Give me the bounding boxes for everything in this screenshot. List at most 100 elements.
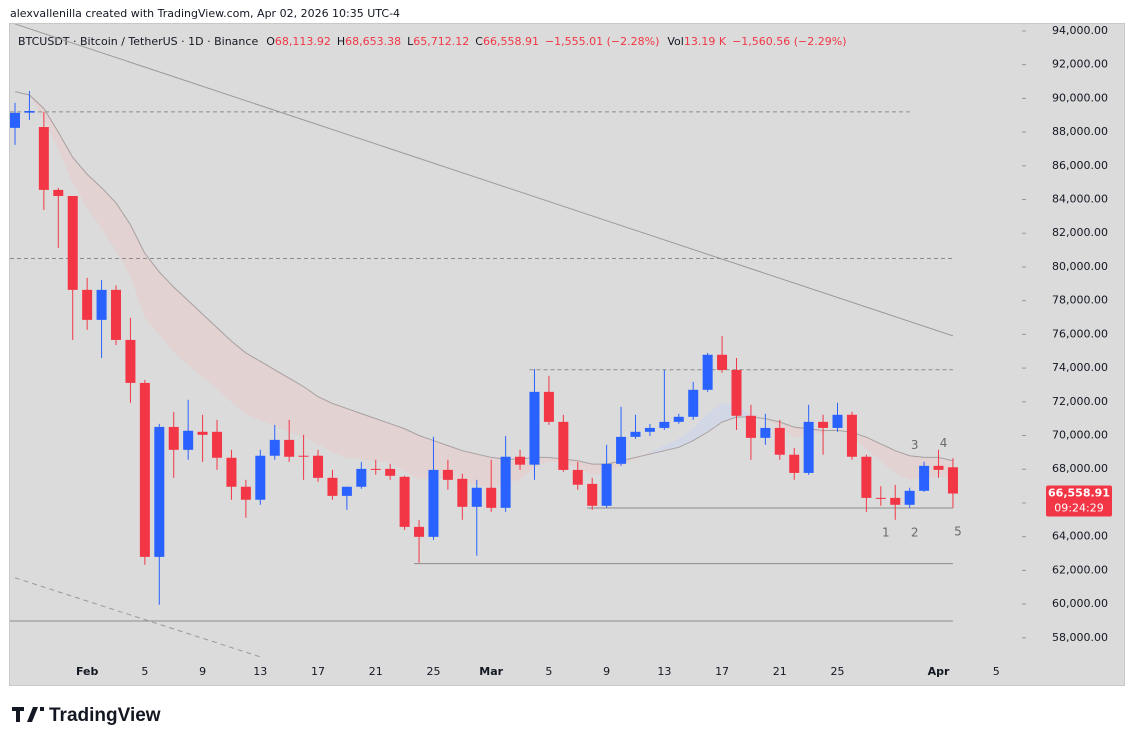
candle-body [240, 486, 251, 500]
band-segment [274, 369, 290, 433]
price-label: 66,558.91 [1048, 487, 1110, 500]
y-tick-label: 74,000.00 [1052, 361, 1108, 374]
y-tick-label: 58,000.00 [1052, 631, 1108, 644]
candle-body [731, 369, 742, 416]
countdown: 09:24:29 [1054, 502, 1103, 515]
candle-body [313, 455, 324, 478]
band-segment [245, 352, 261, 421]
y-tick-label: 60,000.00 [1052, 597, 1108, 610]
legend: BTCUSDT · Bitcoin / TetherUS · 1D · Bina… [18, 35, 847, 48]
candle-body [919, 465, 930, 491]
candle-body [904, 490, 915, 505]
candle-body [558, 421, 569, 470]
candle-body [24, 111, 35, 113]
y-tick-label: 94,000.00 [1052, 24, 1108, 37]
candle-body [457, 478, 468, 507]
volume: 13.19 K [684, 35, 727, 48]
candle-body [284, 439, 295, 457]
logo: TradingView [12, 705, 161, 726]
x-tick-label: Apr [928, 665, 950, 678]
x-tick-label: 9 [603, 665, 610, 678]
candle-body [370, 468, 381, 470]
ohlc-value: 65,712.12 [413, 35, 469, 48]
candle-body [255, 455, 266, 500]
candle-body [688, 389, 699, 417]
wave-label: 2 [911, 525, 919, 539]
candle-body [947, 467, 958, 494]
band-segment [346, 408, 362, 460]
band-segment [260, 360, 275, 426]
band-segment [317, 396, 333, 453]
trendline [14, 577, 261, 658]
candle-body [486, 487, 497, 508]
candle-body [890, 497, 901, 505]
candle-body [139, 382, 150, 557]
candle-body [154, 426, 165, 557]
price-label-box [1046, 485, 1112, 517]
y-tick-label: 68,000.00 [1052, 462, 1108, 475]
y-tick-label: 80,000.00 [1052, 260, 1108, 273]
candle-body [82, 289, 93, 320]
candle-body [745, 415, 756, 438]
ohlc-value: 68,113.92 [275, 35, 331, 48]
y-tick-label: 70,000.00 [1052, 429, 1108, 442]
y-tick-label: 92,000.00 [1052, 58, 1108, 71]
candle-body [572, 469, 583, 485]
candle-body [298, 455, 309, 457]
candle-body [442, 469, 453, 480]
candle-body [616, 436, 627, 464]
candle-body [356, 468, 367, 487]
candle-body [125, 339, 136, 383]
candle-body [673, 416, 684, 422]
candle-body [96, 289, 107, 320]
candle-body [543, 391, 554, 422]
y-tick-label: 64,000.00 [1052, 530, 1108, 543]
candle-body [659, 421, 670, 428]
x-tick-label: 21 [773, 665, 787, 678]
change: −1,555.01 (−2.28%) [545, 35, 659, 48]
y-tick-label: 78,000.00 [1052, 294, 1108, 307]
candle-body [111, 289, 122, 340]
band-segment [361, 413, 376, 462]
y-tick-label: 76,000.00 [1052, 327, 1108, 340]
credit: alexvallenilla created with TradingView.… [10, 7, 400, 20]
candle-body [168, 426, 179, 450]
trendline [14, 24, 954, 337]
ohlc-key: H [337, 35, 345, 48]
candle-body [760, 427, 771, 438]
wave-label: 1 [882, 525, 890, 539]
band-line [14, 91, 954, 465]
band-segment [288, 377, 304, 438]
band-segment [404, 428, 420, 480]
candle-body [875, 497, 886, 499]
wave-label: 5 [954, 524, 962, 538]
candle-body [197, 431, 208, 435]
candle-body [67, 195, 78, 290]
candle-body [515, 456, 526, 465]
x-tick-label: Feb [76, 665, 99, 678]
y-tick-label: 90,000.00 [1052, 91, 1108, 104]
candle-body [818, 421, 829, 428]
band-segment [389, 423, 405, 472]
x-tick-label: Mar [479, 665, 503, 678]
x-tick-label: 9 [199, 665, 206, 678]
candle-body [10, 112, 20, 128]
ohlc-value: 66,558.91 [483, 35, 539, 48]
wave-label: 4 [940, 436, 948, 450]
candle-body [774, 427, 785, 455]
volume-key: Vol [667, 35, 683, 48]
band-segment [231, 340, 247, 415]
y-tick-label: 86,000.00 [1052, 159, 1108, 172]
candle-body [601, 463, 612, 506]
ohlc-key: O [266, 35, 275, 48]
y-tick-label: 84,000.00 [1052, 193, 1108, 206]
candle-body [630, 431, 641, 437]
candle-body [399, 476, 410, 527]
candle-body [861, 456, 872, 498]
candle-body [803, 421, 814, 473]
band-segment [375, 418, 391, 463]
ohlc-key: L [407, 35, 414, 48]
x-tick-label: 17 [715, 665, 729, 678]
